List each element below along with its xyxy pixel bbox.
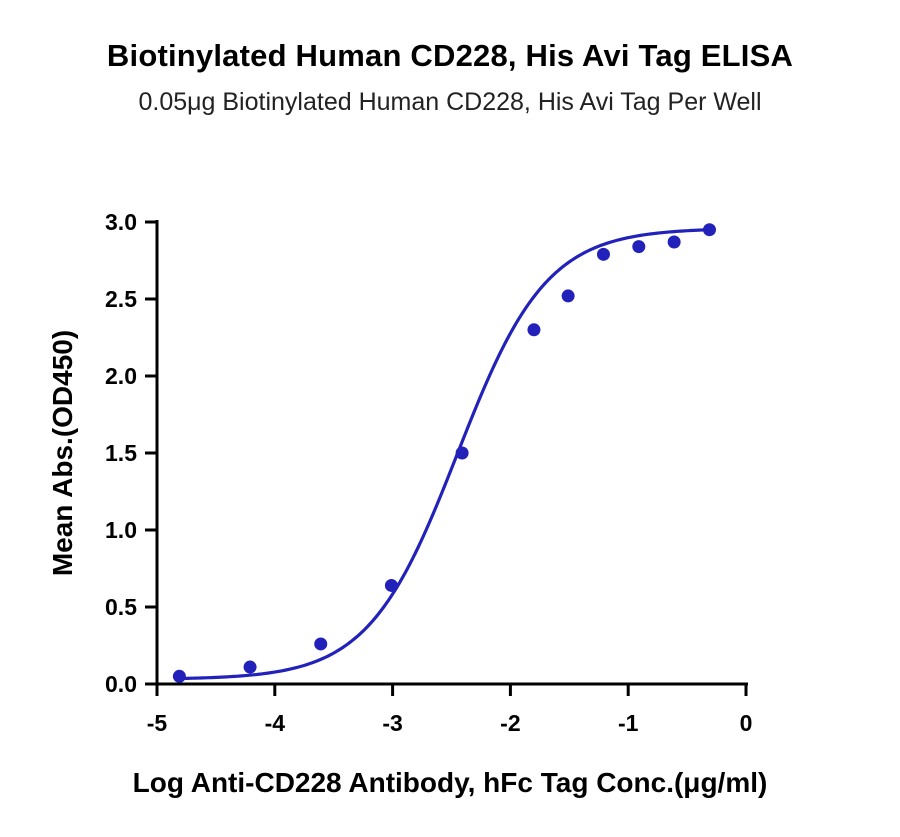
chart-title: Biotinylated Human CD228, His Avi Tag EL… xyxy=(106,38,794,73)
y-tick-label: 1.5 xyxy=(105,440,137,466)
data-points xyxy=(172,223,716,683)
chart-subtitle: 0.05μg Biotinylated Human CD228, His Avi… xyxy=(138,88,762,116)
data-point xyxy=(561,289,575,303)
x-tick-label: -5 xyxy=(147,710,168,736)
x-tick-label: -4 xyxy=(265,710,286,736)
chart-axes: 0.0 0.5 1.0 1.5 2.0 2.5 3.0 -5 -4 -3 -2 -1 0 xyxy=(105,209,752,736)
fit-curve-group xyxy=(179,228,710,681)
data-point xyxy=(314,637,328,651)
data-point xyxy=(243,660,257,674)
data-point xyxy=(455,446,469,460)
y-axis-title: Mean Abs.(OD450) xyxy=(47,330,78,576)
data-point xyxy=(172,669,186,683)
data-point xyxy=(527,323,541,337)
data-point xyxy=(596,247,610,261)
data-point xyxy=(702,223,716,237)
y-tick-label: 2.5 xyxy=(105,286,137,312)
x-axis-title: Log Anti-CD228 Antibody, hFc Tag Conc.(μ… xyxy=(133,767,768,798)
y-tick-label: 3.0 xyxy=(105,209,137,235)
y-tick-label: 2.0 xyxy=(105,363,137,389)
data-point xyxy=(632,240,646,254)
x-tick-label: 0 xyxy=(740,710,753,736)
y-tick-label: 1.0 xyxy=(105,517,137,543)
x-tick-label: -1 xyxy=(618,710,639,736)
data-point xyxy=(667,235,681,249)
y-tick-label: 0.5 xyxy=(105,594,137,620)
y-tick-label: 0.0 xyxy=(105,671,137,697)
x-tick-label: -2 xyxy=(500,710,520,736)
fit-curve xyxy=(179,228,710,681)
x-tick-label: -3 xyxy=(382,710,402,736)
data-point xyxy=(384,578,398,592)
